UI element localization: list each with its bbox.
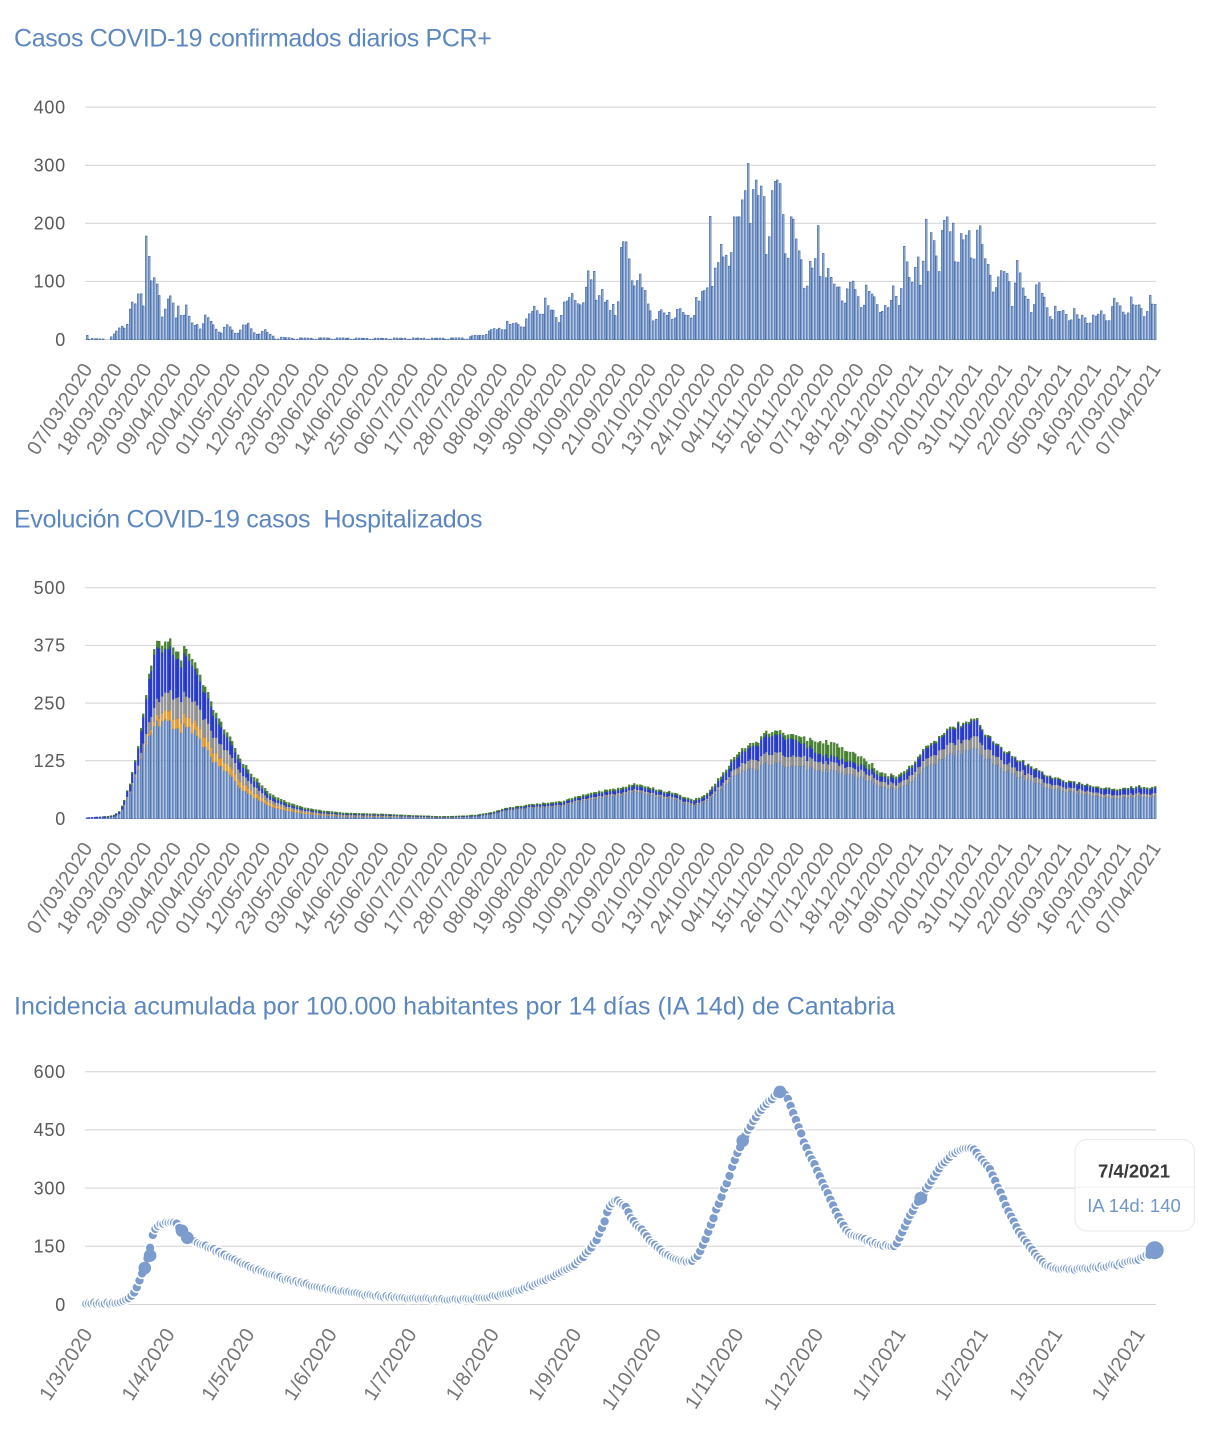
svg-text:375: 375 (34, 636, 66, 656)
svg-text:Evolución COVID-19 casos Hosp: Evolución COVID-19 casos Hospitalizados (14, 505, 482, 533)
svg-text:7/4/2021: 7/4/2021 (1098, 1160, 1170, 1181)
svg-text:IA 14d: 140: IA 14d: 140 (1087, 1195, 1181, 1216)
svg-text:Incidencia acumulada por 100.0: Incidencia acumulada por 100.000 habitan… (14, 993, 895, 1021)
svg-text:450: 450 (34, 1120, 66, 1140)
svg-text:300: 300 (34, 156, 66, 176)
svg-text:100: 100 (34, 272, 66, 292)
svg-text:0: 0 (55, 809, 66, 829)
svg-text:150: 150 (34, 1237, 66, 1257)
svg-text:200: 200 (34, 214, 66, 234)
svg-text:400: 400 (34, 97, 66, 117)
svg-text:500: 500 (34, 578, 66, 598)
svg-text:300: 300 (34, 1178, 66, 1198)
svg-text:Casos COVID-19 confirmados dia: Casos COVID-19 confirmados diarios PCR+ (14, 25, 492, 53)
svg-text:0: 0 (55, 1295, 66, 1315)
svg-text:0: 0 (55, 330, 66, 350)
svg-text:600: 600 (34, 1062, 66, 1082)
svg-text:250: 250 (34, 693, 66, 713)
svg-text:125: 125 (34, 751, 66, 771)
